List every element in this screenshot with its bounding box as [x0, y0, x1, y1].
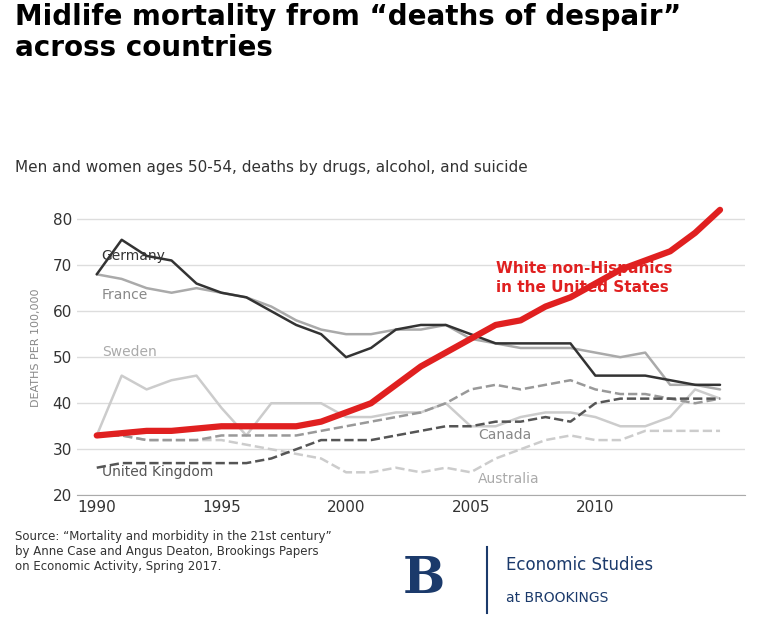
- Text: Canada: Canada: [478, 428, 531, 443]
- Text: Germany: Germany: [101, 249, 166, 263]
- Text: Australia: Australia: [478, 472, 540, 486]
- Text: Sweden: Sweden: [101, 345, 157, 359]
- Text: at BROOKINGS: at BROOKINGS: [505, 591, 608, 605]
- Text: B: B: [402, 556, 445, 604]
- Text: White non-Hispanics
in the United States: White non-Hispanics in the United States: [495, 261, 672, 295]
- Text: Midlife mortality from “deaths of despair”
across countries: Midlife mortality from “deaths of despai…: [15, 3, 682, 63]
- Text: Source: “Mortality and morbidity in the 21st century”
by Anne Case and Angus Dea: Source: “Mortality and morbidity in the …: [15, 530, 332, 573]
- Text: Men and women ages 50-54, deaths by drugs, alcohol, and suicide: Men and women ages 50-54, deaths by drug…: [15, 160, 528, 175]
- Y-axis label: DEATHS PER 100,000: DEATHS PER 100,000: [31, 289, 41, 407]
- Text: France: France: [101, 288, 148, 302]
- Text: Economic Studies: Economic Studies: [505, 556, 653, 574]
- Text: United Kingdom: United Kingdom: [101, 465, 213, 479]
